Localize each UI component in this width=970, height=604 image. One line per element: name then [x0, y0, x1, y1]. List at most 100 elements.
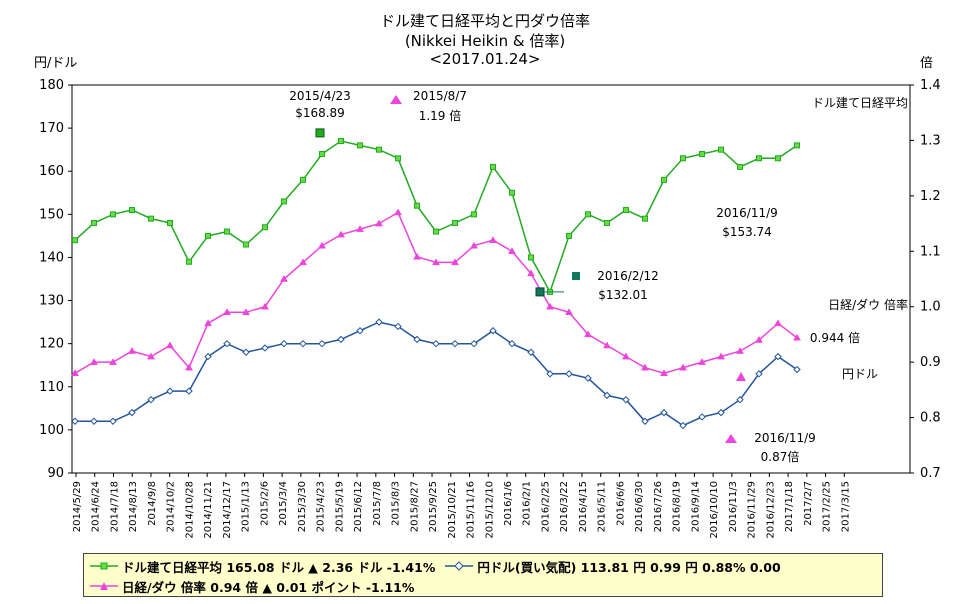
- nikkei-point: [737, 163, 743, 170]
- plot-area: [71, 84, 911, 474]
- nikkei-point: [148, 215, 154, 222]
- nikkei-point: [262, 224, 268, 231]
- left-tick-label: 130: [39, 294, 64, 309]
- left-tick-label: 140: [39, 250, 64, 265]
- ratio-point: [166, 341, 174, 349]
- annotation-ratio-peak-value: 1.19 倍: [418, 109, 462, 123]
- x-tick-label: 2015/8/27: [409, 481, 420, 532]
- ratio-point: [71, 369, 79, 376]
- x-tick-label: 2015/1/13: [241, 481, 252, 532]
- low-marker: [535, 287, 545, 297]
- x-tick-label: 2015/2/6: [259, 481, 270, 526]
- x-tick-label: 2014/11/21: [203, 481, 214, 539]
- ratio-point: [584, 330, 592, 338]
- yen-point: [736, 396, 744, 404]
- yen-point: [793, 365, 801, 374]
- legend-item-yen: 円ドル(買い気配) 113.81 円 0.99 円 0.88% 0.00: [445, 557, 781, 576]
- nikkei-point: [794, 142, 800, 149]
- yen-point: [394, 322, 402, 331]
- yen-point: [299, 339, 307, 348]
- nikkei-point: [452, 219, 458, 226]
- nikkei-point: [528, 254, 534, 261]
- x-tick-label: 2016/1/6: [503, 481, 514, 526]
- yen-point: [109, 417, 117, 425]
- left-tick-label: 110: [39, 380, 64, 395]
- x-tick-label: 2016/4/15: [578, 481, 589, 532]
- left-tick-label: 150: [39, 207, 64, 222]
- ratio-point: [451, 258, 459, 266]
- left-tick-label: 120: [39, 337, 64, 352]
- right-tick-label: 0.8: [920, 411, 941, 426]
- ratio-point: [660, 369, 668, 376]
- ratio-point: [527, 269, 535, 277]
- right-tick-label: 0.9: [920, 355, 941, 370]
- left-tick-label: 180: [39, 78, 64, 93]
- nikkei-point: [623, 207, 629, 214]
- annotation-low-date: 2016/2/12: [597, 269, 659, 283]
- annotation-peak-value: $168.89: [295, 106, 345, 120]
- ratio-point: [603, 341, 611, 349]
- nikkei-point: [490, 163, 496, 170]
- nikkei-point: [319, 150, 325, 157]
- nikkei-point: [718, 146, 724, 153]
- ratio-point: [622, 352, 630, 360]
- ratio-dip-marker: [736, 372, 746, 381]
- left-tick-label: 160: [39, 164, 64, 179]
- label-yen-series: 円ドル: [841, 367, 878, 381]
- yen-point: [755, 370, 763, 378]
- ratio-point: [261, 302, 269, 310]
- annotation-dip-date: 2016/11/9: [716, 206, 778, 220]
- legend-box: ドル建て日経平均 165.08 ドル ▲ 2.36 ドル -1.41% 円ドル(…: [83, 553, 883, 597]
- left-axis-unit: 円/ドル: [34, 56, 78, 71]
- x-tick-label: 2017/1/18: [784, 481, 795, 532]
- legend-marker-nikkei-icon: [90, 562, 118, 570]
- right-tick-label: 1.4: [920, 78, 941, 93]
- right-axis: 0.7 0.8 0.9 1.0 1.1 1.2 1.3 1.4: [910, 78, 941, 481]
- ratio-point: [565, 308, 573, 316]
- peak-marker: [315, 128, 325, 138]
- left-tick-label: 90: [47, 466, 64, 481]
- x-tick-label: 2016/11/3: [728, 481, 739, 532]
- yen-point: [565, 370, 573, 378]
- x-tick-label: 2016/12/23: [765, 481, 776, 539]
- yen-point: [451, 339, 459, 348]
- ratio-point: [204, 319, 212, 327]
- nikkei-point: [680, 155, 686, 162]
- ratio-point: [413, 252, 421, 260]
- left-tick-label: 170: [39, 121, 64, 136]
- ratio-peak-legend-triangle: [390, 95, 402, 104]
- yen-point: [603, 391, 611, 400]
- yen-point: [774, 352, 782, 361]
- ratio-point: [755, 335, 763, 343]
- chart-subtitle: (Nikkei Heikin & 倍率): [404, 32, 566, 50]
- yen-point: [641, 417, 649, 425]
- ratio-point: [223, 308, 231, 316]
- x-tick-label: 2015/11/16: [466, 481, 477, 539]
- x-tick-label: 2014/10/2: [166, 481, 177, 532]
- legend-item-nikkei: ドル建て日経平均 165.08 ドル ▲ 2.36 ドル -1.41%: [90, 557, 435, 576]
- x-tick-label: 2015/10/21: [447, 481, 458, 539]
- x-tick-label: 2015/9/25: [428, 481, 439, 532]
- ratio-point: [698, 358, 706, 365]
- ratio-point: [356, 225, 364, 232]
- label-ratio-series: 日経/ダウ 倍率: [828, 298, 908, 312]
- nikkei-point: [186, 258, 192, 265]
- ratio-point: [299, 258, 307, 266]
- yen-point: [128, 408, 136, 417]
- yen-point: [147, 396, 155, 404]
- x-tick-label: 2016/2/1: [522, 481, 533, 526]
- nikkei-point: [756, 155, 762, 162]
- nikkei-point: [91, 219, 97, 226]
- left-axis: 90 100 110 120 130 140 150 160 170 180: [39, 78, 72, 481]
- ratio-point: [109, 358, 117, 365]
- nikkei-point: [129, 207, 135, 214]
- nikkei-point: [376, 146, 382, 153]
- ratio-point: [375, 219, 383, 227]
- right-tick-label: 1.0: [920, 300, 941, 315]
- label-nikkei-series: ドル建て日経平均: [811, 96, 908, 110]
- yen-point: [660, 408, 668, 417]
- low-legend-square: [572, 272, 580, 280]
- x-tick-label: 2017/2/25: [822, 481, 833, 532]
- x-tick-label: 2016/3/22: [559, 481, 570, 532]
- x-tick-label: 2014/12/17: [222, 481, 233, 539]
